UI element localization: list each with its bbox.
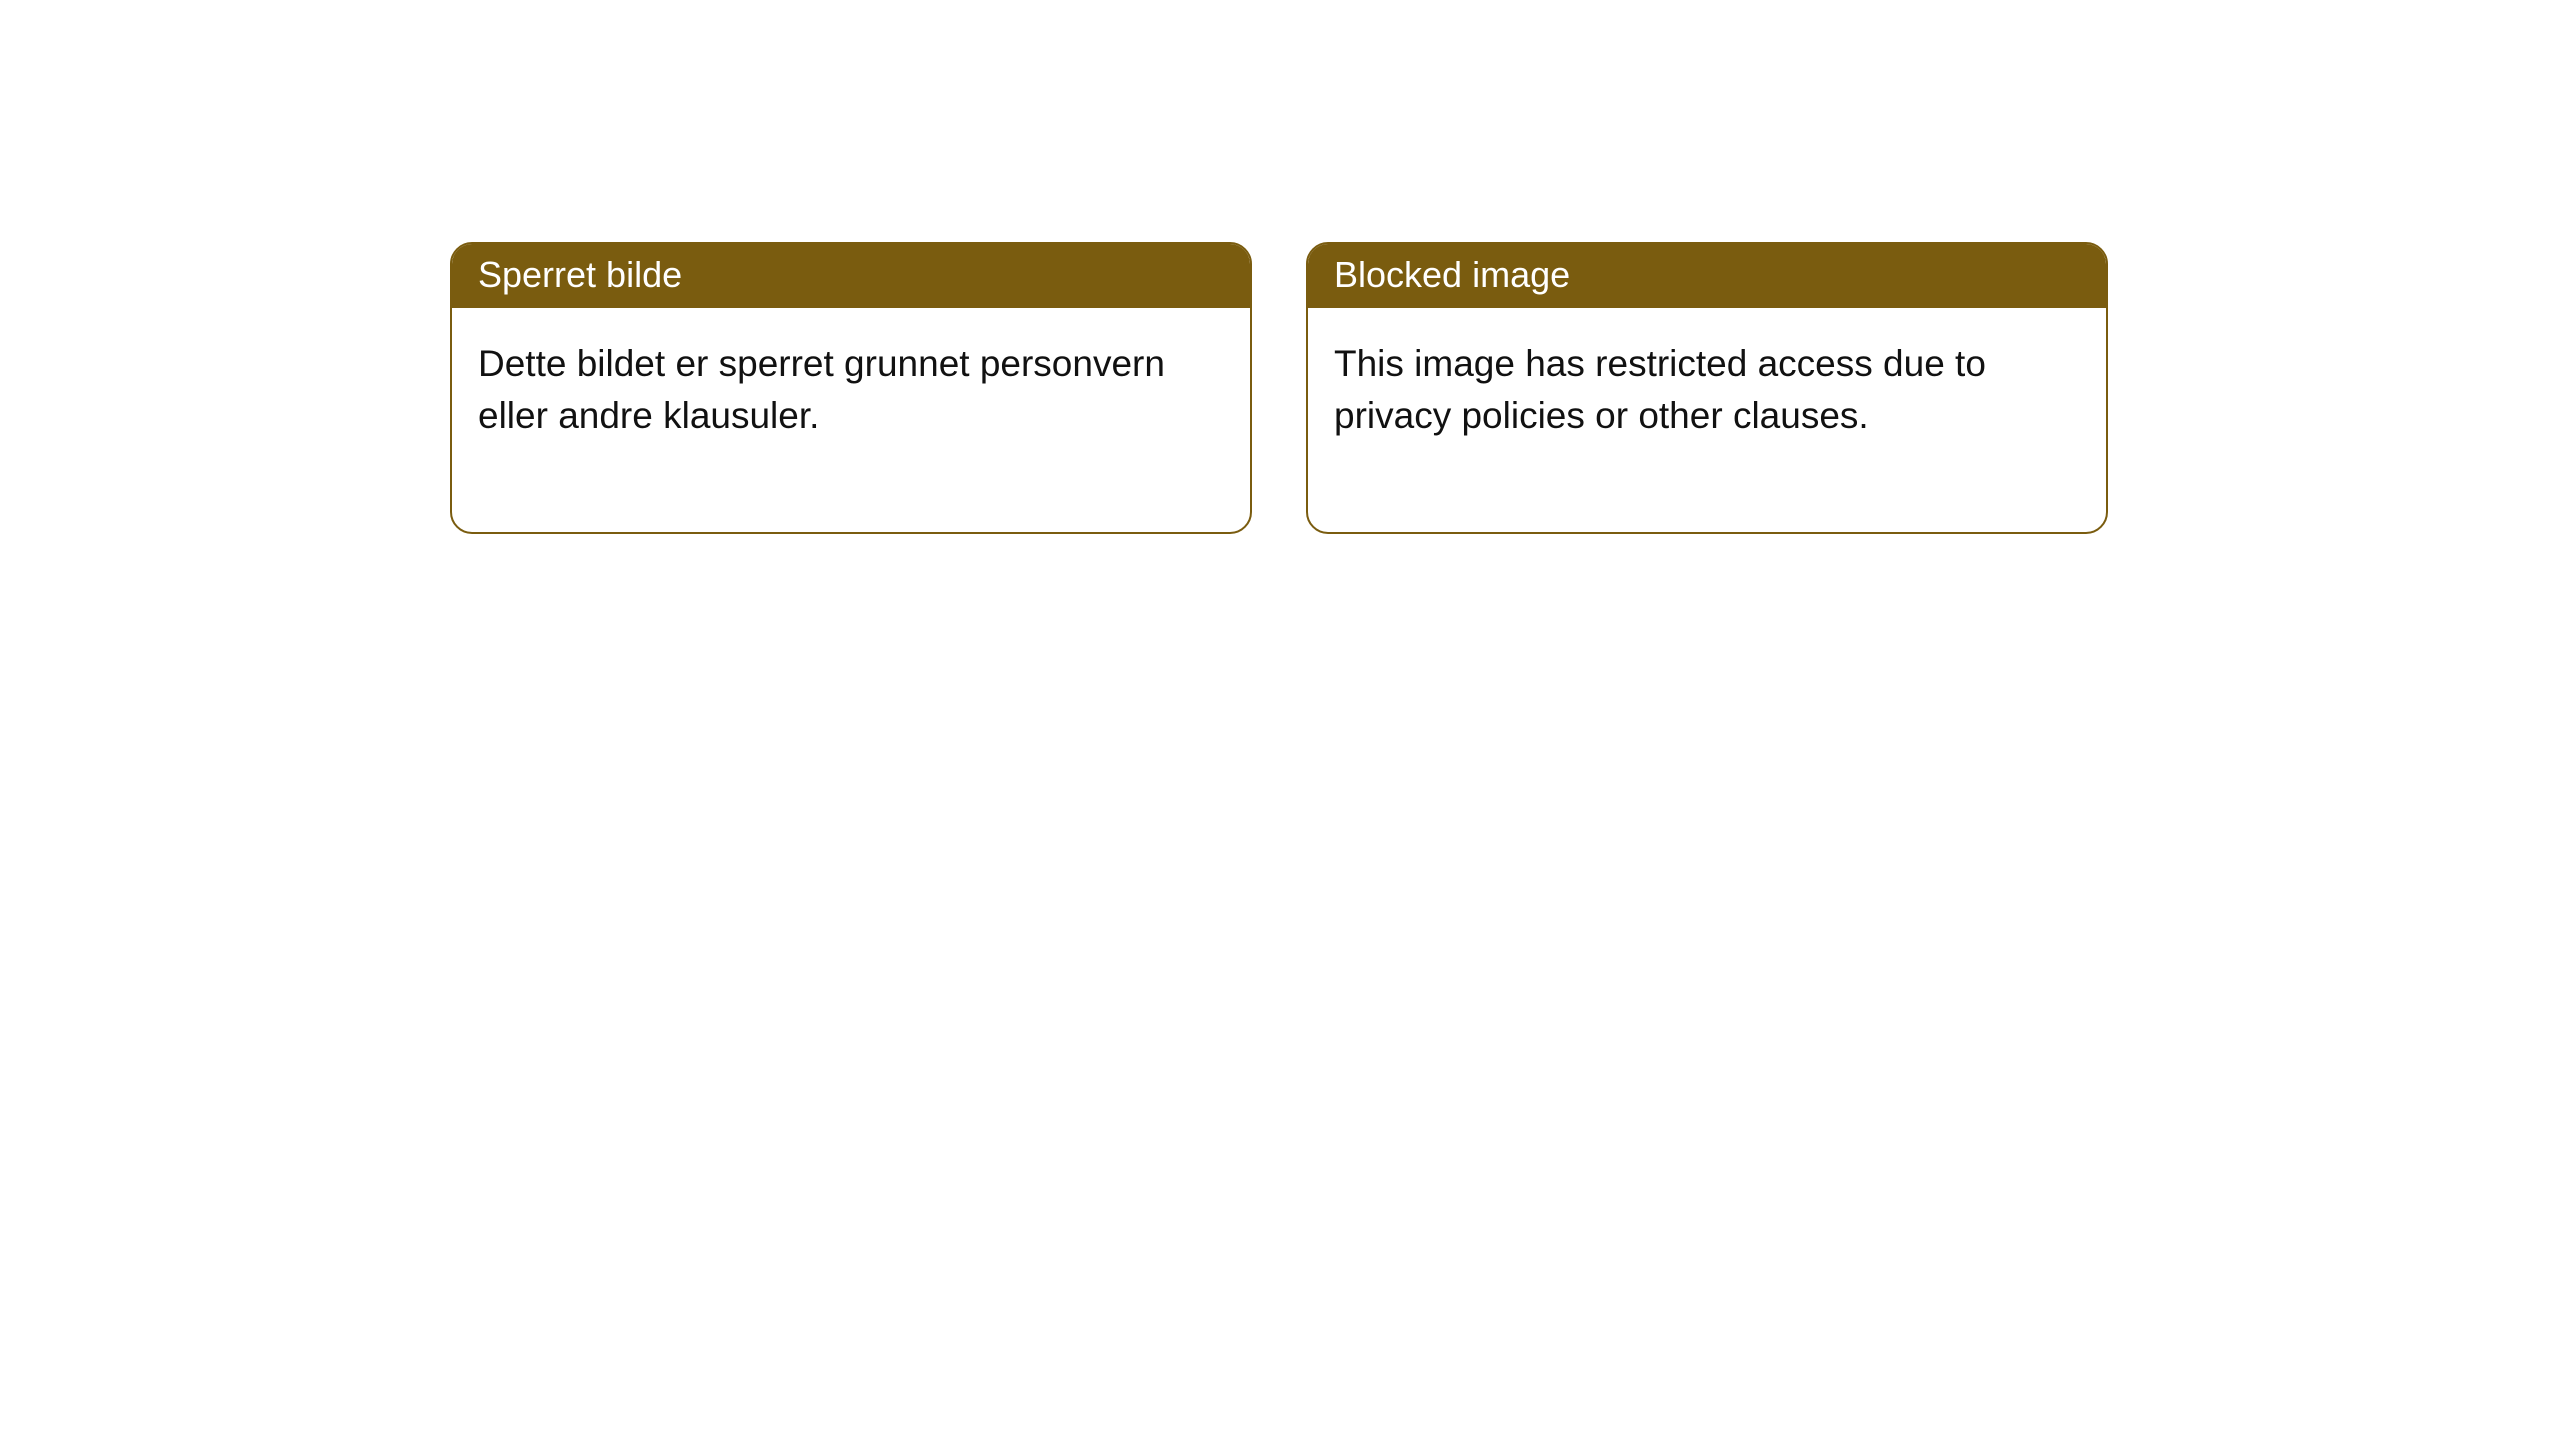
- notice-title-norwegian: Sperret bilde: [452, 244, 1250, 308]
- notice-card-norwegian: Sperret bilde Dette bildet er sperret gr…: [450, 242, 1252, 534]
- notice-title-english: Blocked image: [1308, 244, 2106, 308]
- notice-body-english: This image has restricted access due to …: [1308, 308, 2106, 532]
- notice-card-english: Blocked image This image has restricted …: [1306, 242, 2108, 534]
- notice-container: Sperret bilde Dette bildet er sperret gr…: [450, 242, 2108, 534]
- notice-body-norwegian: Dette bildet er sperret grunnet personve…: [452, 308, 1250, 532]
